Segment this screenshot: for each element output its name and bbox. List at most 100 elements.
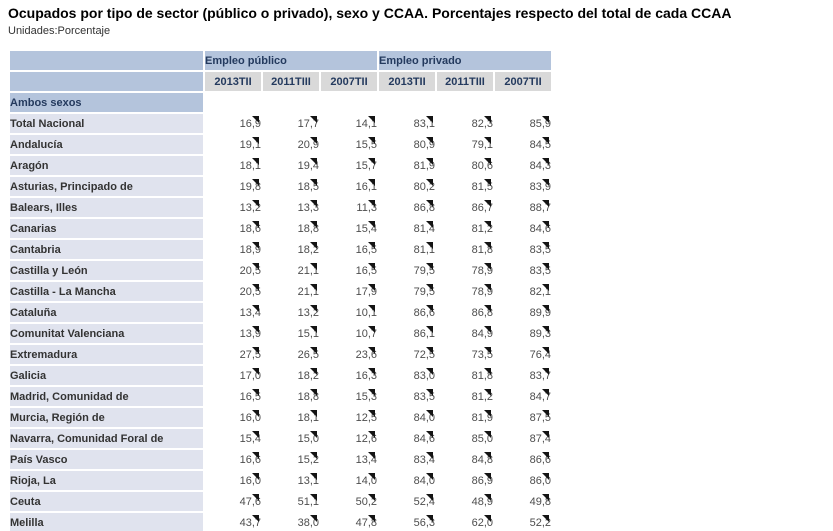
value-cell[interactable]: 48,9 [437,492,493,511]
value-cell[interactable]: 83,5 [495,261,552,280]
value-cell[interactable]: 86,1 [379,324,435,343]
value-cell[interactable]: 20,5 [205,282,261,301]
value-cell[interactable]: 81,4 [379,219,435,238]
value-cell[interactable]: 89,3 [495,324,552,343]
value-cell[interactable]: 83,4 [379,450,435,469]
value-cell[interactable]: 47,6 [205,492,261,511]
value-cell[interactable]: 86,0 [495,471,552,490]
value-cell[interactable]: 52,2 [495,513,552,531]
value-cell[interactable]: 23,6 [321,345,377,364]
value-cell[interactable]: 84,5 [495,135,552,154]
value-cell[interactable]: 38,0 [263,513,319,531]
value-cell[interactable]: 26,5 [263,345,319,364]
value-cell[interactable]: 19,1 [205,135,261,154]
value-cell[interactable]: 83,5 [495,240,552,259]
value-cell[interactable]: 12,6 [321,429,377,448]
value-cell[interactable]: 56,3 [379,513,435,531]
value-cell[interactable]: 83,7 [495,366,552,385]
value-cell[interactable]: 78,9 [437,261,493,280]
value-cell[interactable]: 13,3 [263,198,319,217]
value-cell[interactable]: 88,7 [495,198,552,217]
value-cell[interactable]: 15,4 [205,429,261,448]
value-cell[interactable]: 81,9 [437,408,493,427]
value-cell[interactable]: 13,2 [205,198,261,217]
value-cell[interactable]: 10,7 [321,324,377,343]
value-cell[interactable]: 18,9 [205,240,261,259]
value-cell[interactable]: 19,4 [263,156,319,175]
value-cell[interactable]: 78,9 [437,282,493,301]
value-cell[interactable]: 86,8 [379,198,435,217]
value-cell[interactable]: 86,8 [437,303,493,322]
value-cell[interactable]: 84,6 [495,219,552,238]
value-cell[interactable]: 21,1 [263,261,319,280]
value-cell[interactable]: 52,4 [379,492,435,511]
value-cell[interactable]: 84,9 [437,324,493,343]
value-cell[interactable]: 18,2 [263,366,319,385]
value-cell[interactable]: 20,5 [205,261,261,280]
value-cell[interactable]: 89,9 [495,303,552,322]
value-cell[interactable]: 86,6 [379,303,435,322]
value-cell[interactable]: 13,4 [321,450,377,469]
value-cell[interactable]: 18,2 [263,240,319,259]
value-cell[interactable]: 16,0 [205,408,261,427]
value-cell[interactable]: 15,7 [321,156,377,175]
value-cell[interactable]: 80,2 [379,177,435,196]
value-cell[interactable]: 81,8 [437,240,493,259]
value-cell[interactable]: 81,8 [437,366,493,385]
value-cell[interactable]: 49,8 [495,492,552,511]
value-cell[interactable]: 15,3 [321,387,377,406]
value-cell[interactable]: 87,4 [495,429,552,448]
value-cell[interactable]: 15,4 [321,219,377,238]
value-cell[interactable]: 84,3 [495,156,552,175]
value-cell[interactable]: 11,3 [321,198,377,217]
value-cell[interactable]: 86,7 [437,198,493,217]
value-cell[interactable]: 18,8 [263,387,319,406]
value-cell[interactable]: 16,5 [321,261,377,280]
value-cell[interactable]: 16,9 [205,114,261,133]
value-cell[interactable]: 16,5 [205,387,261,406]
value-cell[interactable]: 81,5 [437,177,493,196]
value-cell[interactable]: 72,5 [379,345,435,364]
value-cell[interactable]: 47,8 [321,513,377,531]
value-cell[interactable]: 20,9 [263,135,319,154]
value-cell[interactable]: 81,1 [379,240,435,259]
value-cell[interactable]: 13,9 [205,324,261,343]
value-cell[interactable]: 14,1 [321,114,377,133]
value-cell[interactable]: 17,9 [321,282,377,301]
value-cell[interactable]: 43,7 [205,513,261,531]
value-cell[interactable]: 19,8 [205,177,261,196]
value-cell[interactable]: 16,6 [205,450,261,469]
value-cell[interactable]: 62,0 [437,513,493,531]
value-cell[interactable]: 79,5 [379,261,435,280]
value-cell[interactable]: 79,1 [437,135,493,154]
value-cell[interactable]: 83,9 [495,177,552,196]
value-cell[interactable]: 83,1 [379,114,435,133]
value-cell[interactable]: 84,8 [437,450,493,469]
value-cell[interactable]: 84,6 [379,429,435,448]
value-cell[interactable]: 12,5 [321,408,377,427]
value-cell[interactable]: 13,4 [205,303,261,322]
value-cell[interactable]: 15,2 [263,450,319,469]
value-cell[interactable]: 18,1 [263,408,319,427]
value-cell[interactable]: 86,6 [495,450,552,469]
value-cell[interactable]: 83,0 [379,366,435,385]
value-cell[interactable]: 85,9 [495,114,552,133]
value-cell[interactable]: 16,5 [321,240,377,259]
value-cell[interactable]: 86,9 [437,471,493,490]
value-cell[interactable]: 87,5 [495,408,552,427]
value-cell[interactable]: 16,3 [321,366,377,385]
value-cell[interactable]: 79,5 [379,282,435,301]
value-cell[interactable]: 80,9 [379,135,435,154]
value-cell[interactable]: 73,5 [437,345,493,364]
value-cell[interactable]: 15,0 [263,429,319,448]
value-cell[interactable]: 17,7 [263,114,319,133]
value-cell[interactable]: 81,2 [437,387,493,406]
value-cell[interactable]: 83,5 [379,387,435,406]
value-cell[interactable]: 16,1 [321,177,377,196]
value-cell[interactable]: 15,5 [321,135,377,154]
value-cell[interactable]: 27,5 [205,345,261,364]
value-cell[interactable]: 50,2 [321,492,377,511]
value-cell[interactable]: 84,0 [379,408,435,427]
value-cell[interactable]: 17,0 [205,366,261,385]
value-cell[interactable]: 18,5 [263,177,319,196]
